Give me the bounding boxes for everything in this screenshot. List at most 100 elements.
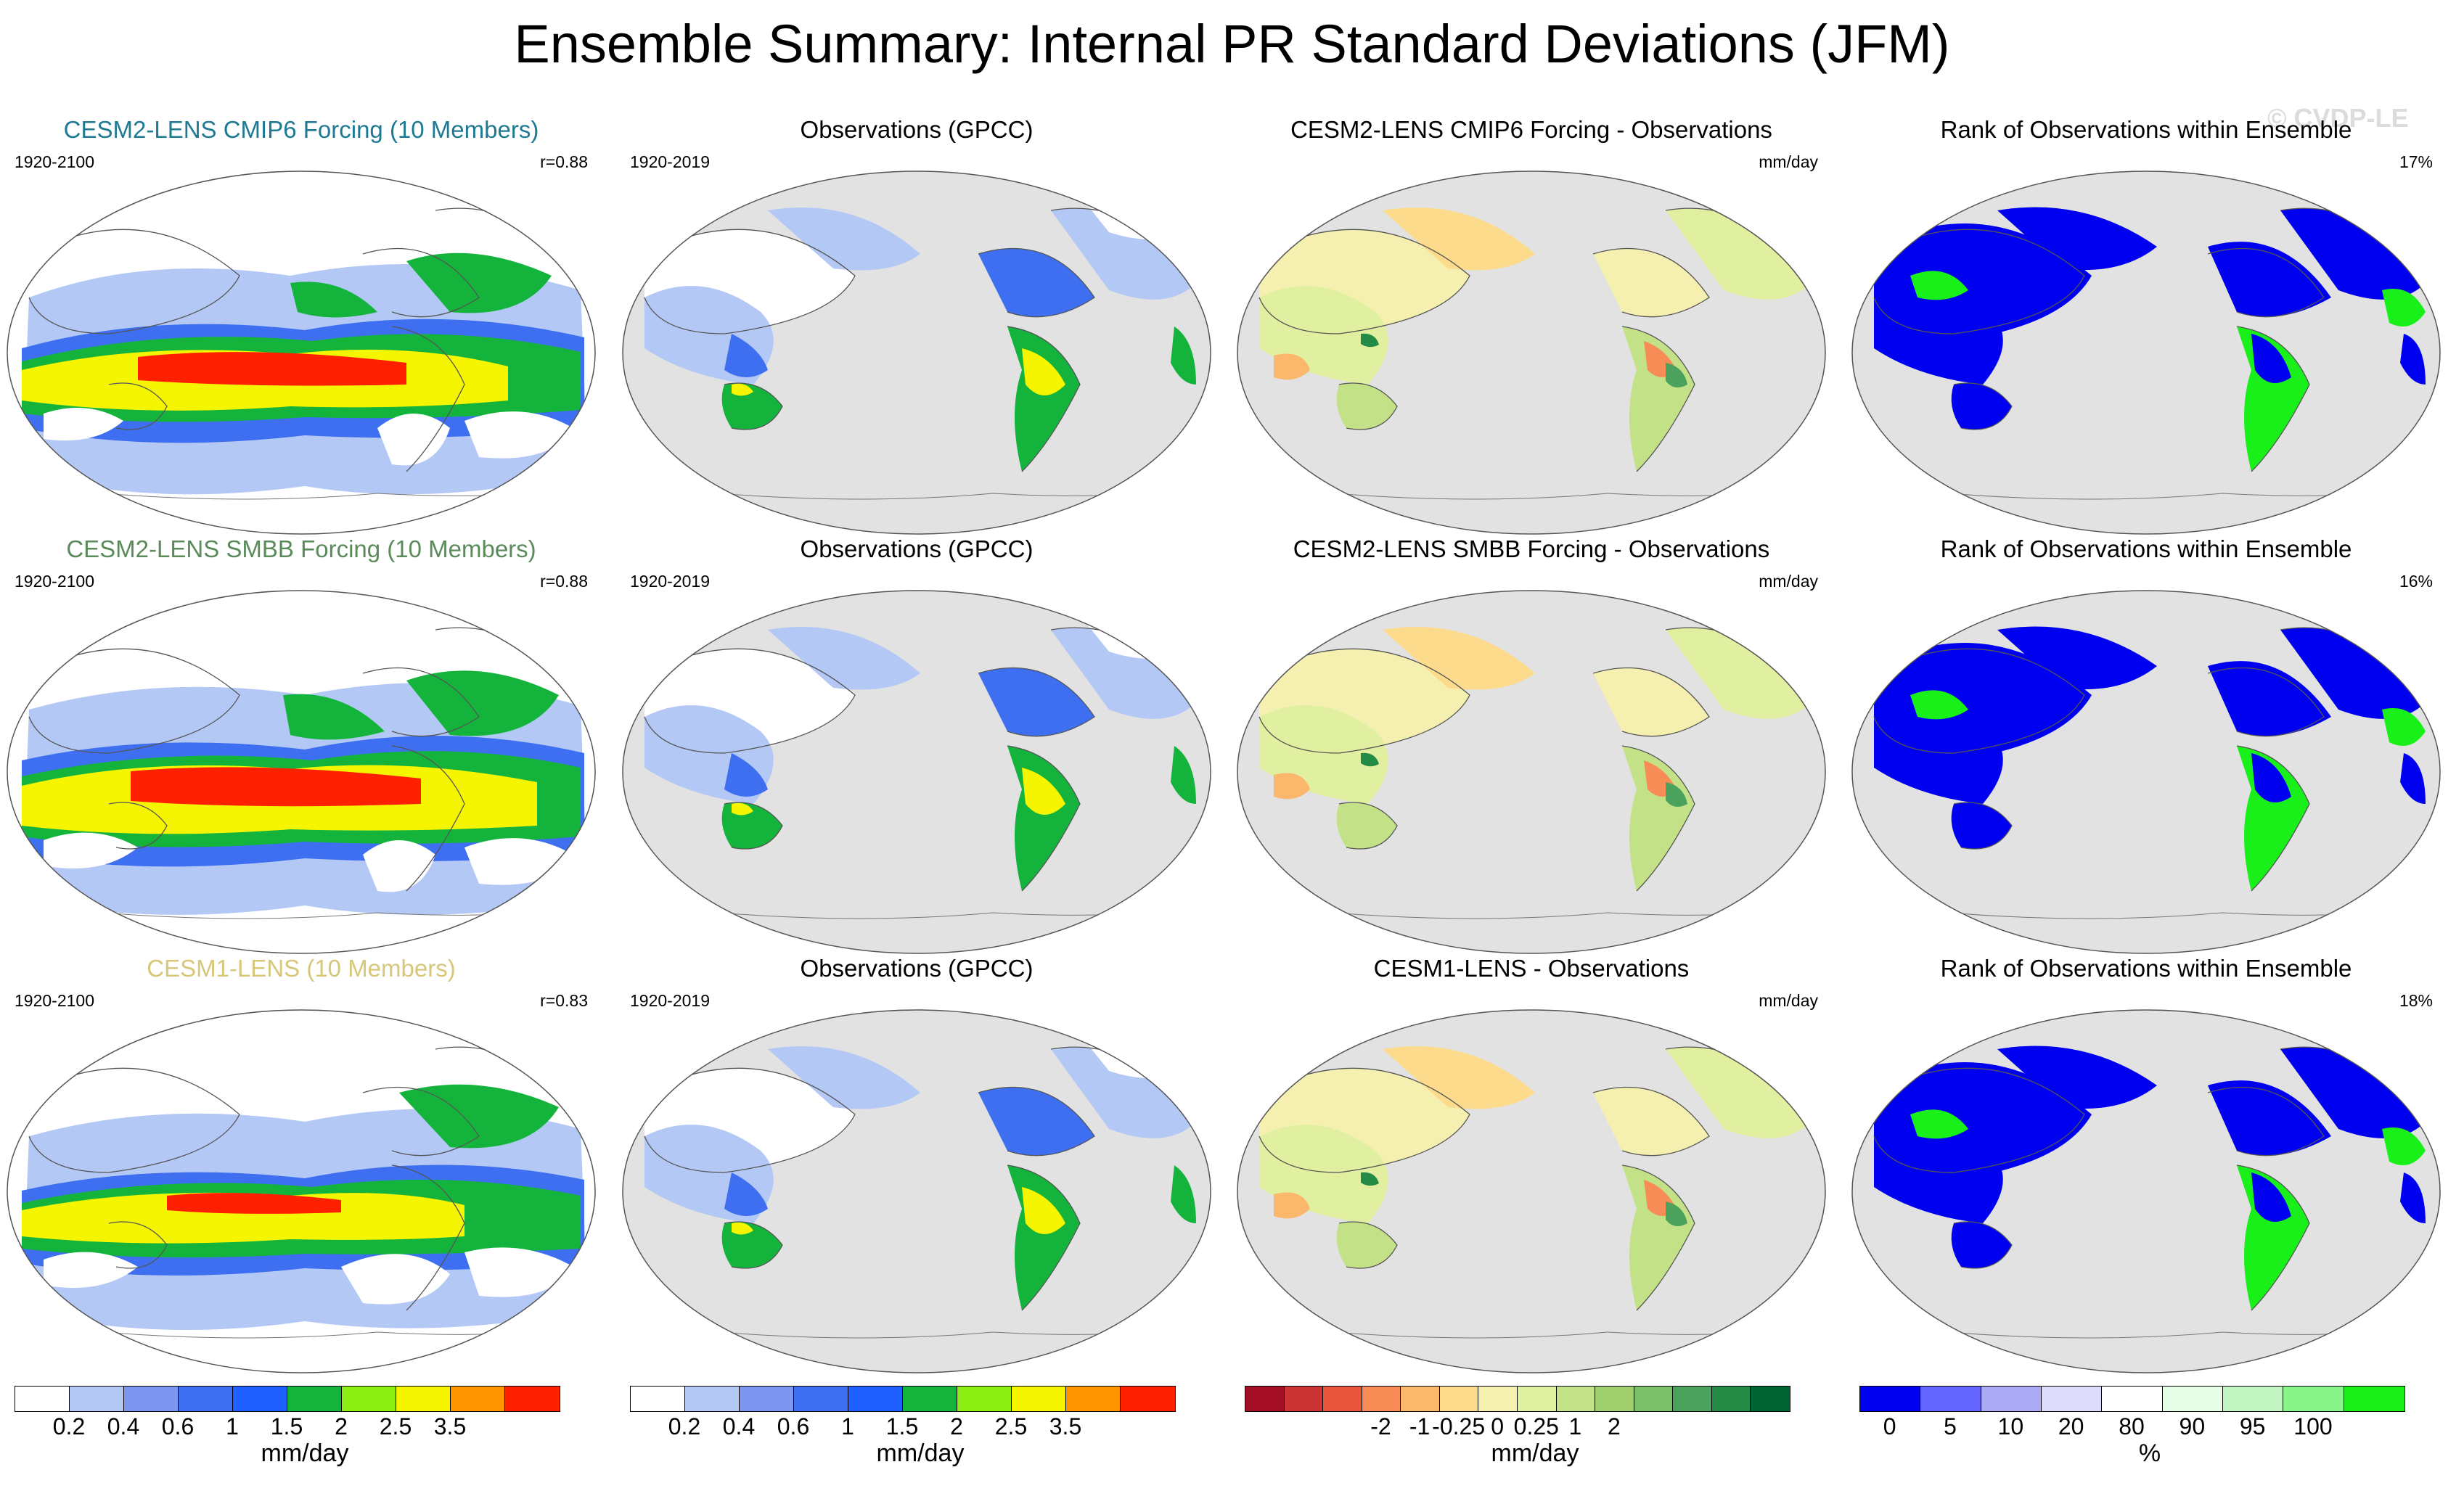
panel-rank-row3: Rank of Observations within Ensemble 18% <box>1845 955 2447 1376</box>
map-coastline <box>1592 1086 1710 1157</box>
colorbar-swatch <box>1556 1387 1596 1411</box>
colorbar-swatch <box>70 1387 124 1411</box>
map-coastline <box>1258 229 1470 334</box>
panel-title: CESM2-LENS CMIP6 Forcing (10 Members) <box>63 116 539 143</box>
map-obs-r3c2 <box>622 1009 1211 1373</box>
map-field-region <box>1593 1087 1709 1156</box>
colorbar-tick-label: -1 <box>1409 1413 1430 1439</box>
map-field-region <box>131 767 421 807</box>
map-field-region <box>44 1252 138 1289</box>
map-field-region <box>1666 208 1811 300</box>
colorbar-diff: -2 -1 -0.25 0 0.25 1 2 mm/day <box>1230 1386 1833 1487</box>
colorbar-swatch <box>1711 1387 1751 1411</box>
colorbar-tick-label: 90 <box>2179 1413 2206 1439</box>
panel-title: Rank of Observations within Ensemble <box>1940 955 2352 982</box>
map-field-region <box>1951 1222 2012 1268</box>
map-field-region <box>1910 271 1968 300</box>
map-field-region <box>724 753 768 797</box>
colorbar-swatches <box>1245 1386 1790 1412</box>
map-field-region <box>978 1087 1094 1156</box>
map-coastline <box>724 382 783 430</box>
colorbar-swatch <box>1981 1387 2042 1411</box>
map-border <box>7 590 596 954</box>
panel-stat: 16% <box>2399 572 2433 591</box>
panel-title: CESM2-LENS SMBB Forcing - Observations <box>1293 535 1770 562</box>
colorbar-tick-label: 1 <box>841 1413 854 1439</box>
map-field-region <box>2251 1172 2291 1222</box>
map-coastline <box>28 648 240 754</box>
colorbar-swatch <box>342 1387 396 1411</box>
map-diff-r1c3 <box>1237 171 1826 535</box>
map-coastline <box>1592 667 1710 737</box>
watermark: © CVDP-LE <box>2267 103 2409 133</box>
colorbar-swatch <box>740 1387 794 1411</box>
map-coastline <box>1258 1067 1470 1173</box>
colorbar-tick-label: 0.4 <box>722 1413 756 1439</box>
map-field-region <box>2382 708 2426 746</box>
map-diff-r2c3 <box>1237 590 1826 954</box>
map-coastline <box>1007 326 1081 472</box>
colorbar-rank: 0 5 10 20 80 90 95 100% <box>1845 1386 2447 1487</box>
map-coastline <box>644 648 856 754</box>
colorbar-units: mm/day <box>261 1439 349 1467</box>
colorbar-swatch <box>794 1387 848 1411</box>
map-field-region <box>732 802 753 816</box>
map-field-region <box>1593 668 1709 736</box>
map-coastline <box>1873 1067 2085 1173</box>
panel-title: CESM1-LENS (10 Members) <box>147 955 456 982</box>
map-border <box>622 590 1211 954</box>
map-field-region <box>406 670 559 736</box>
map-field-region <box>1622 326 1695 472</box>
map-field-region <box>1336 802 1397 849</box>
colorbar-swatches <box>15 1386 560 1412</box>
map-coastline <box>1621 745 1695 892</box>
colorbar-swatch <box>2283 1387 2344 1411</box>
map-field-region <box>1022 1187 1065 1234</box>
map-coastline <box>1953 802 2013 850</box>
panel-stat: mm/day <box>1759 152 1818 171</box>
map-field-region <box>2251 334 2291 383</box>
colorbar-swatches <box>630 1386 1176 1412</box>
map-border <box>622 171 1211 535</box>
panel-title: Observations (GPCC) <box>800 116 1034 143</box>
colorbar-swatch <box>2041 1387 2103 1411</box>
panel-stat: 18% <box>2399 991 2433 1010</box>
map-field-region <box>1951 802 2012 849</box>
map-field-region <box>2251 753 2291 802</box>
colorbar-swatch <box>2162 1387 2223 1411</box>
map-coastline <box>2236 745 2310 892</box>
colorbar-tick-label: 1 <box>226 1413 239 1439</box>
panel-modelA-row1: CESM2-LENS CMIP6 Forcing (10 Members) 192… <box>0 116 602 537</box>
map-field-region <box>1997 626 2157 689</box>
map-field-region <box>724 1172 768 1216</box>
panel-diff-row1: CESM2-LENS CMIP6 Forcing - Observations m… <box>1230 116 1833 537</box>
map-border <box>7 1009 596 1373</box>
colorbar-swatch <box>903 1387 957 1411</box>
map-rank-r2c4 <box>1851 590 2441 954</box>
colorbar-tick-label: 3.5 <box>1049 1413 1082 1439</box>
map-field-region <box>2208 661 2331 736</box>
map-coastline <box>1953 1221 2013 1269</box>
colorbar-units: % <box>2138 1439 2161 1467</box>
panel-years: 1920-2019 <box>630 572 710 591</box>
map-field-region <box>1593 248 1709 317</box>
panel-stat: mm/day <box>1759 572 1818 591</box>
panel-rank-row2: Rank of Observations within Ensemble 16% <box>1845 535 2447 956</box>
colorbar-tick-label: 1 <box>1568 1413 1582 1439</box>
map-field-region <box>768 1046 920 1109</box>
map-coastline <box>644 1067 856 1173</box>
map-coastline <box>1007 745 1081 892</box>
map-coastline <box>1592 247 1710 318</box>
colorbar-swatch <box>1362 1387 1401 1411</box>
map-border <box>1851 171 2441 535</box>
map-coastline <box>391 745 465 892</box>
map-field-region <box>1383 1046 1535 1109</box>
map-field-region <box>1997 1046 2157 1109</box>
panel-stat: r=0.88 <box>540 152 588 171</box>
map-field-region <box>377 414 450 466</box>
colorbar-tick-label: 2 <box>335 1413 348 1439</box>
colorbar-swatch <box>2222 1387 2284 1411</box>
map-field-region <box>406 252 552 313</box>
colorbar-swatch <box>1012 1387 1066 1411</box>
page-title: Ensemble Summary: Internal PR Standard D… <box>514 14 1950 74</box>
